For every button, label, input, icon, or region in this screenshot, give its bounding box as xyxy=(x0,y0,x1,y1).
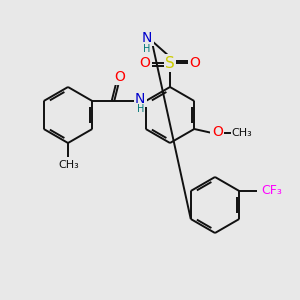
Text: O: O xyxy=(190,56,200,70)
Text: O: O xyxy=(114,70,125,84)
Text: N: N xyxy=(135,92,146,106)
Text: H: H xyxy=(136,104,144,114)
Text: O: O xyxy=(212,125,223,139)
Text: S: S xyxy=(165,56,175,70)
Text: CH₃: CH₃ xyxy=(58,160,80,170)
Text: CF₃: CF₃ xyxy=(261,184,282,196)
Text: CH₃: CH₃ xyxy=(232,128,253,138)
Text: O: O xyxy=(140,56,150,70)
Text: H: H xyxy=(143,44,151,54)
Text: N: N xyxy=(142,31,152,45)
